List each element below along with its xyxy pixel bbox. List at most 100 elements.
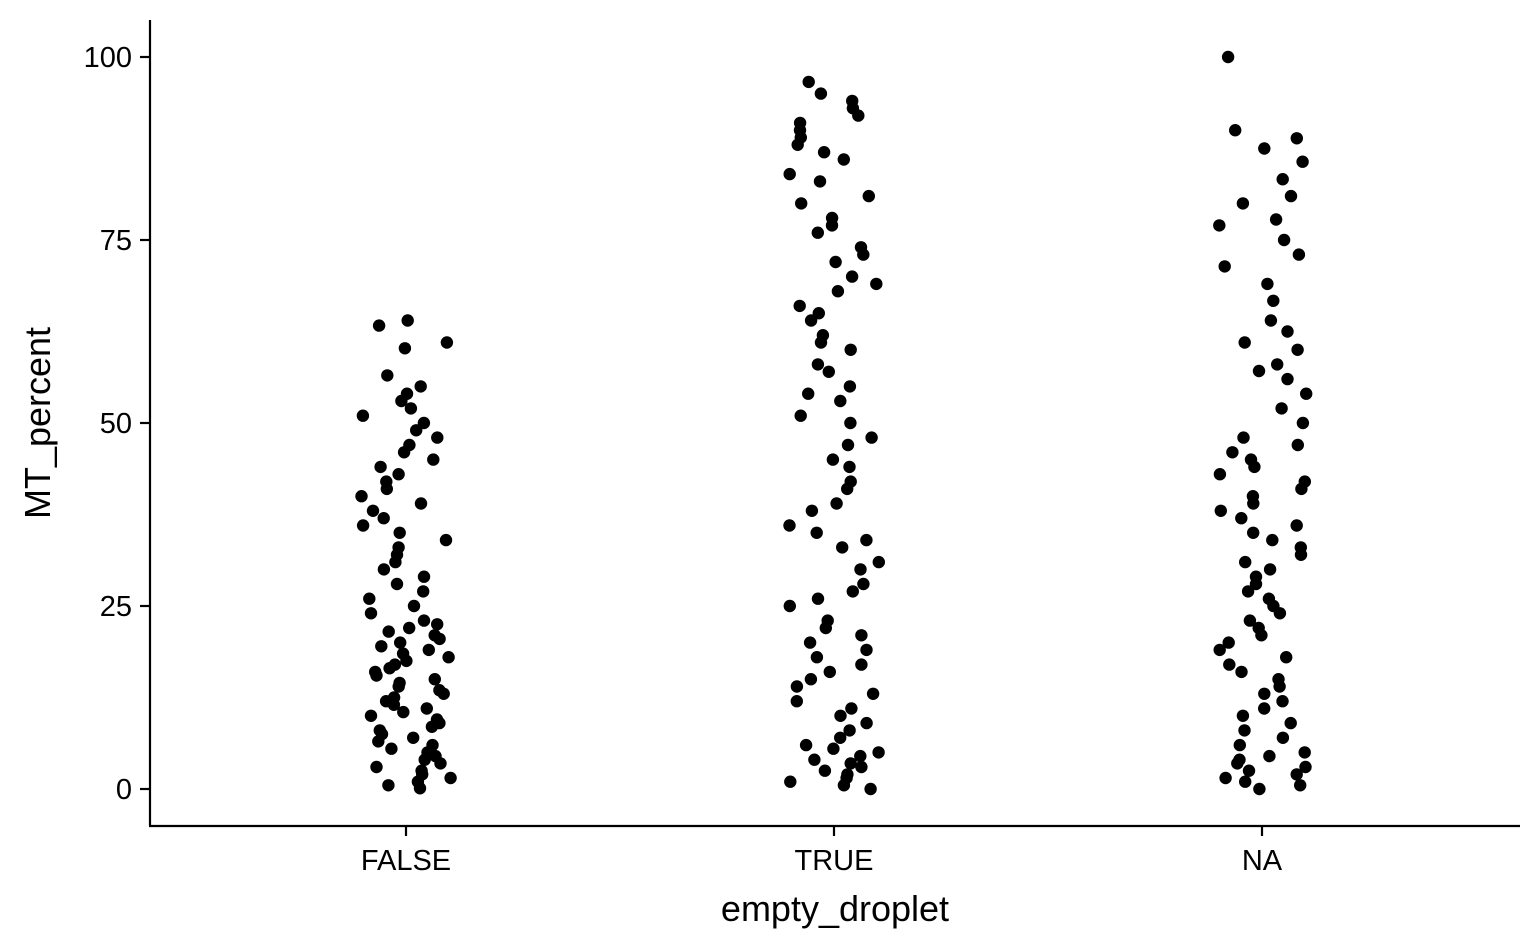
data-point [427,453,440,466]
data-point [1236,197,1250,210]
data-point [825,211,839,225]
data-point [393,526,406,539]
data-point [439,533,453,547]
data-point [1263,749,1276,763]
data-point [392,468,405,481]
y-tick-label: 25 [100,591,132,623]
data-point [415,764,428,777]
data-point [1239,555,1252,569]
data-point [855,629,868,642]
data-point [1275,402,1288,415]
data-point [398,342,412,355]
data-point [1239,775,1252,788]
data-point [1284,189,1298,203]
data-point [811,358,825,371]
data-point [1296,155,1309,168]
data-point [1237,431,1250,444]
data-point [1269,213,1283,226]
data-point [844,416,857,430]
data-point [364,709,378,722]
data-point [442,651,455,664]
data-point [1213,468,1227,481]
data-point [369,665,382,679]
data-point [1252,621,1265,635]
data-point [1300,387,1313,400]
data-point [1296,416,1310,430]
data-point [1246,490,1260,503]
data-point [417,585,430,598]
data-point [1233,753,1246,766]
data-point [843,724,856,737]
data-point [821,614,834,627]
data-point [433,684,446,697]
data-point [1262,592,1276,605]
data-point [366,504,380,517]
data-point [808,753,821,766]
x-axis-title: empty_droplet [721,888,949,929]
data-point [1221,50,1235,64]
data-point [1223,658,1236,671]
data-point [793,116,807,130]
data-point [403,438,416,452]
data-point [855,658,868,671]
data-point [407,731,420,744]
data-point [390,577,404,591]
data-point [1235,665,1248,679]
data-point [829,255,842,269]
y-tick-label: 0 [116,774,132,806]
data-point [431,431,444,444]
data-point [1299,760,1312,774]
data-point [388,658,402,671]
data-point [422,643,435,657]
data-point [834,709,847,722]
data-point [1241,585,1255,598]
data-point [1247,526,1260,539]
data-point [793,299,806,313]
data-point [407,599,421,613]
data-point [817,146,831,159]
data-point [417,570,431,583]
data-point [1258,702,1271,715]
data-point [382,779,395,792]
data-point [790,680,804,693]
data-point [1233,738,1247,752]
data-point [400,387,414,400]
data-point [1284,716,1297,730]
data-point [816,329,830,342]
data-point [364,607,378,620]
data-point [860,716,873,730]
data-point [1243,614,1257,627]
data-point [382,625,395,638]
data-point [428,673,441,686]
y-tick-label: 50 [100,408,132,440]
data-point [865,431,878,444]
data-point [410,424,423,437]
data-point [414,380,427,393]
data-point [1276,731,1290,744]
data-point [1229,124,1242,137]
data-point [1298,746,1311,759]
data-point [804,673,818,686]
data-point [872,746,885,759]
data-point [385,742,398,755]
x-tick-label: NA [1242,845,1283,877]
data-point [1272,673,1285,686]
data-point [1261,277,1274,291]
data-point [392,541,405,554]
data-point [1238,336,1251,349]
data-point [356,519,370,532]
data-point [783,519,796,532]
data-point [845,702,858,715]
data-point [846,94,859,108]
data-point [841,768,854,781]
data-point [1258,687,1271,700]
data-point [857,577,870,591]
data-point [1291,343,1304,356]
x-tick-label: TRUE [795,845,874,877]
data-point [1264,314,1278,327]
data-point [864,782,877,796]
data-point [1238,724,1251,737]
data-point [1242,764,1256,777]
data-point [374,460,387,474]
data-point [1292,248,1306,261]
